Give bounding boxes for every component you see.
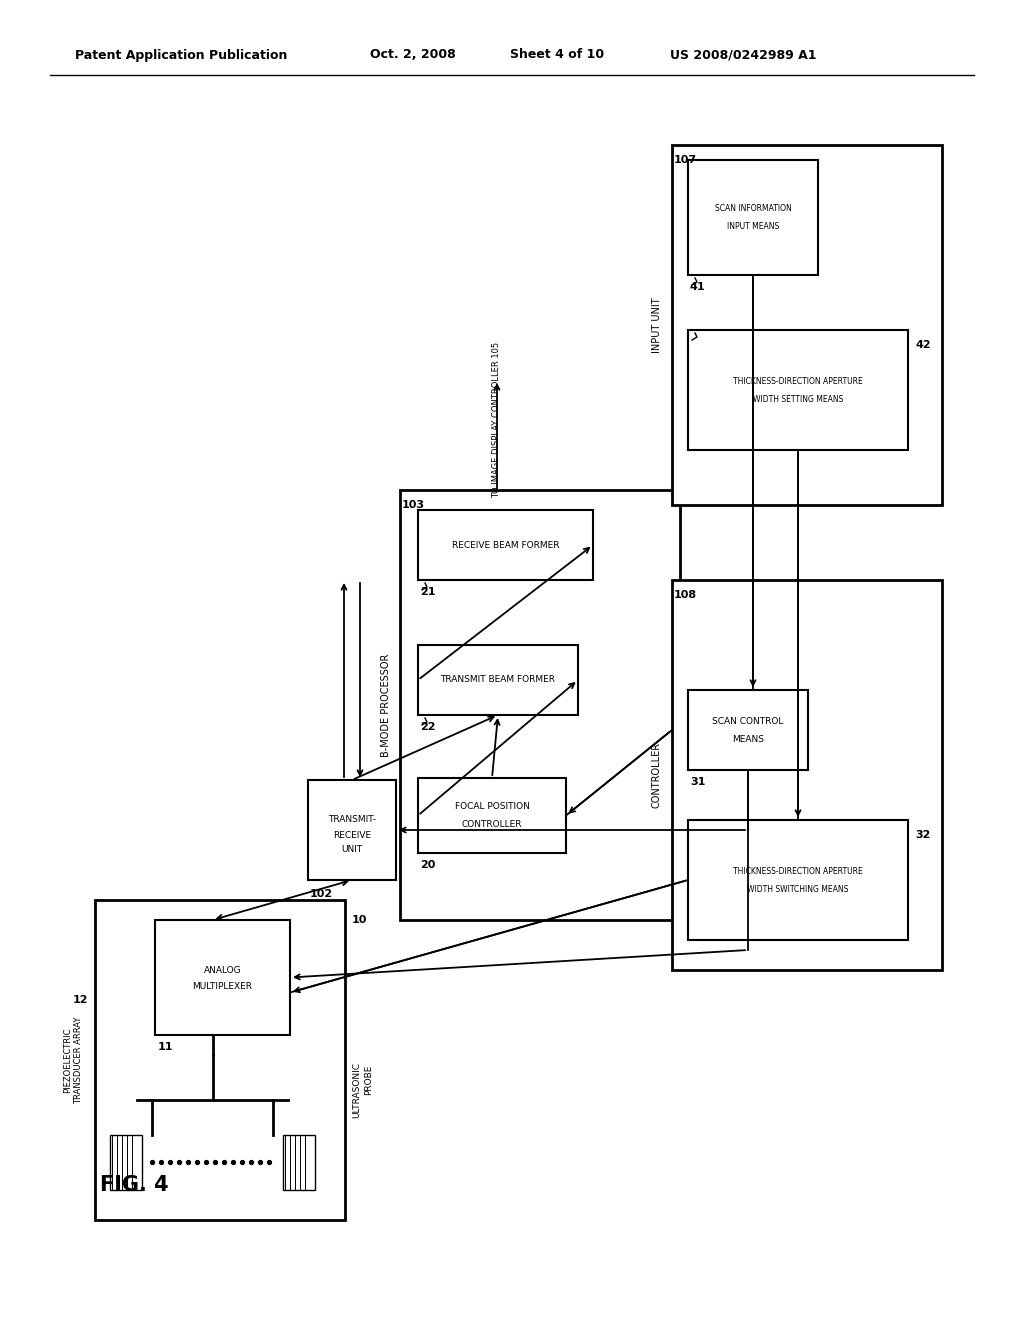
Bar bbox=[418, 510, 593, 579]
Text: FIG. 4: FIG. 4 bbox=[100, 1175, 169, 1195]
Bar bbox=[110, 1135, 142, 1191]
Text: THICKNESS-DIRECTION APERTURE: THICKNESS-DIRECTION APERTURE bbox=[733, 866, 863, 875]
Text: THICKNESS-DIRECTION APERTURE: THICKNESS-DIRECTION APERTURE bbox=[733, 376, 863, 385]
Text: ULTRASONIC: ULTRASONIC bbox=[352, 1063, 361, 1118]
Text: RECEIVE BEAM FORMER: RECEIVE BEAM FORMER bbox=[452, 540, 559, 549]
Text: 108: 108 bbox=[674, 590, 697, 601]
Text: Patent Application Publication: Patent Application Publication bbox=[75, 49, 288, 62]
Text: 31: 31 bbox=[690, 777, 706, 787]
Text: 102: 102 bbox=[310, 888, 333, 899]
Text: 107: 107 bbox=[674, 154, 697, 165]
Text: WIDTH SETTING MEANS: WIDTH SETTING MEANS bbox=[753, 395, 843, 404]
Bar bbox=[418, 777, 566, 853]
Text: 42: 42 bbox=[915, 341, 931, 350]
Text: INPUT UNIT: INPUT UNIT bbox=[652, 297, 662, 352]
Text: US 2008/0242989 A1: US 2008/0242989 A1 bbox=[670, 49, 816, 62]
Text: 32: 32 bbox=[915, 830, 931, 840]
Text: 103: 103 bbox=[402, 500, 425, 510]
Bar bbox=[688, 160, 818, 275]
Text: PROBE: PROBE bbox=[364, 1065, 373, 1096]
Bar bbox=[688, 690, 808, 770]
Text: TO IMAGE DISPLAY CONTROLLER 105: TO IMAGE DISPLAY CONTROLLER 105 bbox=[493, 342, 502, 498]
Text: 12: 12 bbox=[73, 995, 88, 1005]
Bar bbox=[95, 900, 345, 1220]
Text: WIDTH SWITCHING MEANS: WIDTH SWITCHING MEANS bbox=[748, 884, 849, 894]
Bar bbox=[418, 645, 578, 715]
Text: 41: 41 bbox=[690, 282, 706, 292]
Bar bbox=[672, 579, 942, 970]
Bar bbox=[400, 490, 680, 920]
Text: CONTROLLER: CONTROLLER bbox=[652, 742, 662, 808]
Bar bbox=[688, 330, 908, 450]
Text: B-MODE PROCESSOR: B-MODE PROCESSOR bbox=[381, 653, 391, 756]
Text: PIEZOELECTRIC
TRANSDUCER ARRAY: PIEZOELECTRIC TRANSDUCER ARRAY bbox=[63, 1016, 83, 1104]
Bar bbox=[155, 920, 290, 1035]
Text: SCAN CONTROL: SCAN CONTROL bbox=[713, 717, 783, 726]
Bar bbox=[672, 145, 942, 506]
Bar bbox=[283, 1135, 315, 1191]
Text: 11: 11 bbox=[158, 1041, 173, 1052]
Text: RECEIVE: RECEIVE bbox=[333, 830, 371, 840]
Text: Oct. 2, 2008: Oct. 2, 2008 bbox=[370, 49, 456, 62]
Text: CONTROLLER: CONTROLLER bbox=[462, 820, 522, 829]
Text: MULTIPLEXER: MULTIPLEXER bbox=[193, 982, 253, 991]
Text: TRANSMIT BEAM FORMER: TRANSMIT BEAM FORMER bbox=[440, 676, 555, 685]
Text: MEANS: MEANS bbox=[732, 734, 764, 743]
Text: 21: 21 bbox=[420, 587, 435, 597]
Text: SCAN INFORMATION: SCAN INFORMATION bbox=[715, 205, 792, 213]
Bar bbox=[688, 820, 908, 940]
Text: FOCAL POSITION: FOCAL POSITION bbox=[455, 803, 529, 810]
Bar bbox=[308, 780, 396, 880]
Text: Sheet 4 of 10: Sheet 4 of 10 bbox=[510, 49, 604, 62]
Text: UNIT: UNIT bbox=[341, 846, 362, 854]
Text: ANALOG: ANALOG bbox=[204, 966, 242, 975]
Text: 20: 20 bbox=[420, 861, 435, 870]
Text: INPUT MEANS: INPUT MEANS bbox=[727, 222, 779, 231]
Text: 10: 10 bbox=[352, 915, 368, 925]
Text: TRANSMIT-: TRANSMIT- bbox=[328, 816, 376, 825]
Text: 22: 22 bbox=[420, 722, 435, 733]
